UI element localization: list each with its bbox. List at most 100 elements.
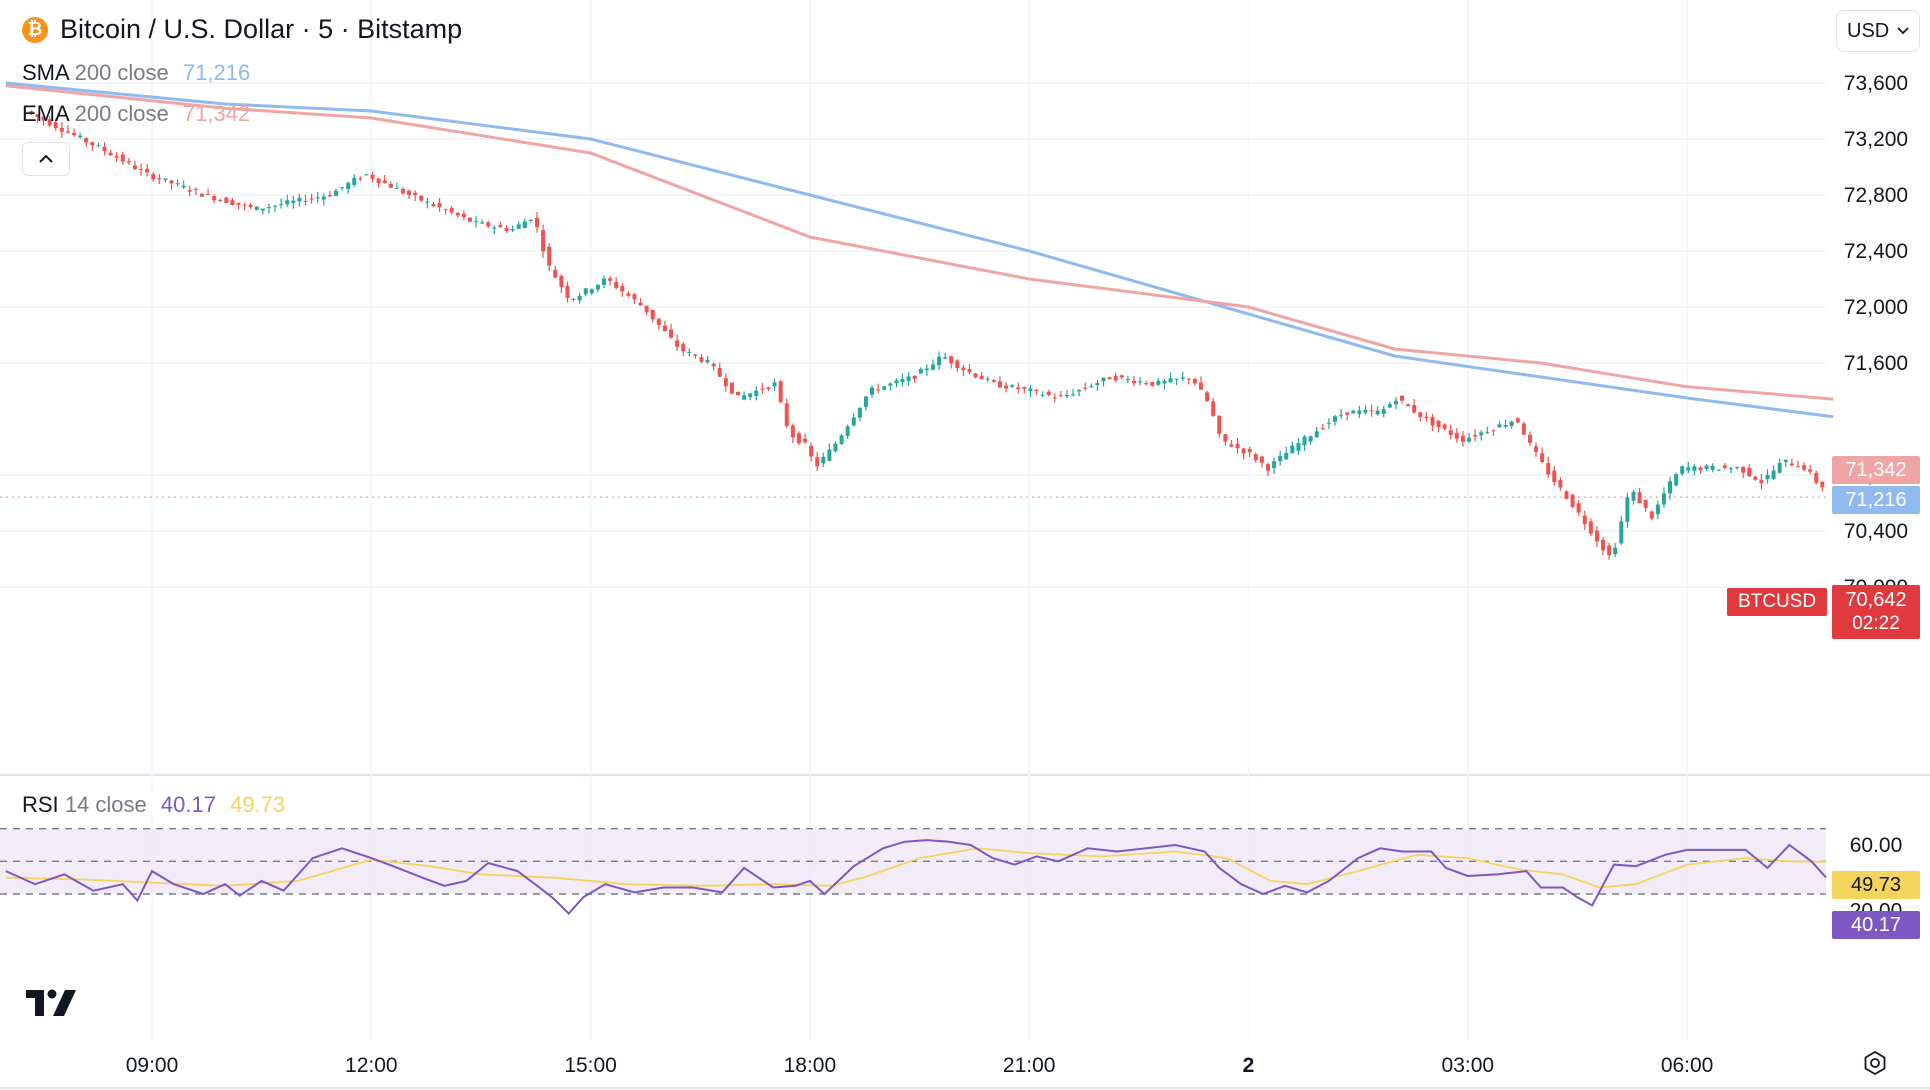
candle-down: [1552, 470, 1557, 483]
candle-up: [291, 200, 296, 203]
candle-up: [321, 196, 326, 200]
candle-up: [474, 220, 479, 222]
candle-up: [1783, 459, 1788, 462]
candle-down: [467, 217, 472, 222]
candle-down: [669, 329, 674, 338]
candle-down: [1034, 390, 1039, 392]
candle-up: [918, 369, 923, 374]
candle-down: [206, 193, 211, 195]
candle-down: [778, 381, 783, 403]
y-tick-label: 73,200: [1844, 128, 1908, 151]
y-tick-label: 71,600: [1844, 352, 1908, 375]
candle-down: [1186, 378, 1191, 380]
candle-up: [315, 197, 320, 199]
candle-down: [248, 204, 253, 207]
candle-up: [845, 426, 850, 436]
settings-icon[interactable]: [1862, 1050, 1888, 1076]
sma-200-line: [5, 81, 1834, 419]
candle-up: [937, 356, 942, 366]
symbol-title[interactable]: Bitcoin / U.S. Dollar · 5 · Bitstamp: [60, 14, 463, 44]
candle-down: [1576, 503, 1581, 513]
rsi-ma-line: [5, 847, 1827, 889]
candle-down: [711, 363, 716, 367]
candle-down: [230, 200, 235, 205]
candle-up: [1619, 521, 1624, 544]
candle-down: [132, 165, 137, 170]
candle-down: [407, 190, 412, 196]
candle-up: [924, 368, 929, 371]
candle-down: [1582, 515, 1587, 525]
candle-down: [455, 212, 460, 216]
candle-up: [870, 387, 875, 395]
candle-up: [1393, 400, 1398, 405]
candle-up: [1272, 461, 1277, 469]
candle-down: [1107, 377, 1112, 380]
candle-up: [1040, 394, 1045, 396]
candle-up: [1777, 462, 1782, 473]
candle-down: [413, 192, 418, 196]
tradingview-logo[interactable]: [26, 988, 80, 1018]
candle-up: [1064, 394, 1069, 396]
chart-title: ₿ Bitcoin / U.S. Dollar · 5 · Bitstamp: [22, 14, 462, 45]
candle-down: [796, 433, 801, 444]
ema-200-line: [5, 84, 1834, 401]
currency-value: USD: [1847, 19, 1890, 42]
candle-down: [961, 367, 966, 371]
candle-down: [1601, 539, 1606, 551]
candle-up: [906, 376, 911, 382]
candle-down: [1320, 428, 1325, 430]
candle-up: [510, 229, 515, 231]
candle-up: [705, 359, 710, 363]
currency-select[interactable]: USD: [1836, 10, 1920, 52]
candle-down: [224, 197, 229, 204]
candle-down: [72, 132, 77, 136]
candle-down: [47, 119, 52, 126]
rsi-legend-name: RSI: [22, 792, 59, 817]
candle-up: [772, 382, 777, 387]
candle-up: [1028, 388, 1033, 392]
candle-up: [260, 208, 265, 211]
candle-down: [1722, 465, 1727, 468]
candle-down: [242, 204, 247, 206]
y-tick-label: 73,600: [1844, 72, 1908, 95]
candle-down: [1119, 375, 1124, 378]
candle-down: [388, 183, 393, 188]
sma-legend[interactable]: SMA 200 close 71,216: [22, 60, 250, 86]
candle-down: [1637, 492, 1642, 504]
candle-down: [1540, 453, 1545, 462]
candle-up: [1704, 465, 1709, 470]
candle-down: [1345, 412, 1350, 415]
candle-up: [285, 200, 290, 205]
candle-down: [114, 156, 119, 158]
candle-down: [912, 375, 917, 379]
candle-down: [1534, 446, 1539, 453]
candle-down: [400, 188, 405, 194]
candle-down: [1454, 432, 1459, 439]
candle-up: [528, 219, 533, 221]
x-tick-label: 15:00: [564, 1054, 617, 1077]
rsi-legend[interactable]: RSI 14 close 40.17 49.73: [22, 792, 292, 818]
collapse-legend-button[interactable]: [22, 142, 70, 176]
candle-up: [425, 201, 430, 203]
candle-down: [443, 209, 448, 211]
candle-up: [1077, 389, 1082, 392]
candle-down: [1131, 380, 1136, 384]
candle-down: [1052, 397, 1057, 399]
candle-down: [1747, 467, 1752, 477]
candle-down: [1491, 430, 1496, 432]
candle-up: [96, 145, 101, 147]
candle-up: [175, 183, 180, 185]
candle-down: [145, 168, 150, 173]
candle-down: [358, 178, 363, 180]
candle-down: [565, 285, 570, 299]
candle-up: [346, 182, 351, 190]
candle-up: [589, 289, 594, 294]
y-tick-label: 72,800: [1844, 184, 1908, 207]
candle-down: [1570, 494, 1575, 507]
candle-up: [266, 207, 271, 209]
ema-legend[interactable]: EMA 200 close 71,342: [22, 101, 250, 127]
candle-down: [431, 204, 436, 207]
x-tick-label: 2: [1243, 1054, 1255, 1077]
candle-up: [602, 278, 607, 285]
